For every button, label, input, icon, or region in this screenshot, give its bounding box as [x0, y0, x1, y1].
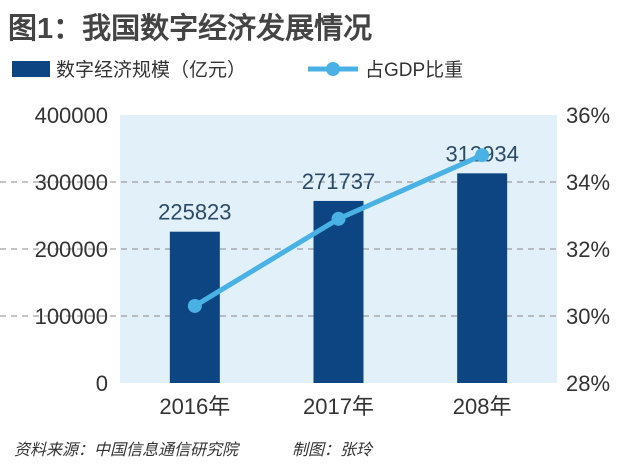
legend-line-marker — [326, 62, 340, 76]
left-tick-label: 100000 — [35, 304, 108, 329]
legend: 数字经济规模（亿元） 占GDP比重 — [12, 59, 463, 81]
legend-bar-label: 数字经济规模（亿元） — [56, 59, 246, 81]
x-tick-label: 2016年 — [159, 394, 230, 419]
chart-title: 图1：我国数字经济发展情况 — [8, 11, 372, 45]
right-tick-label: 32% — [566, 237, 610, 262]
share-point — [331, 211, 346, 226]
share-point — [187, 298, 202, 313]
x-tick-label: 2017年 — [303, 394, 374, 419]
right-tick-label: 34% — [566, 170, 610, 195]
right-tick-label: 28% — [566, 371, 610, 396]
credit-note: 制图：张玲 — [292, 441, 374, 459]
left-tick-label: 400000 — [35, 103, 108, 128]
left-tick-label: 200000 — [35, 237, 108, 262]
bar — [457, 173, 508, 383]
left-tick-label: 300000 — [35, 170, 108, 195]
legend-line-label: 占GDP比重 — [365, 59, 463, 81]
left-tick-label: 0 — [96, 371, 108, 396]
legend-bar-swatch — [12, 61, 50, 77]
right-tick-label: 30% — [566, 304, 610, 329]
right-tick-label: 36% — [566, 103, 610, 128]
bar-data-label: 225823 — [158, 200, 231, 225]
bar-data-label: 271737 — [302, 169, 375, 194]
x-tick-label: 208年 — [453, 394, 512, 419]
share-point — [475, 148, 490, 163]
source-note: 资料来源：中国信息通信研究院 — [14, 441, 241, 459]
